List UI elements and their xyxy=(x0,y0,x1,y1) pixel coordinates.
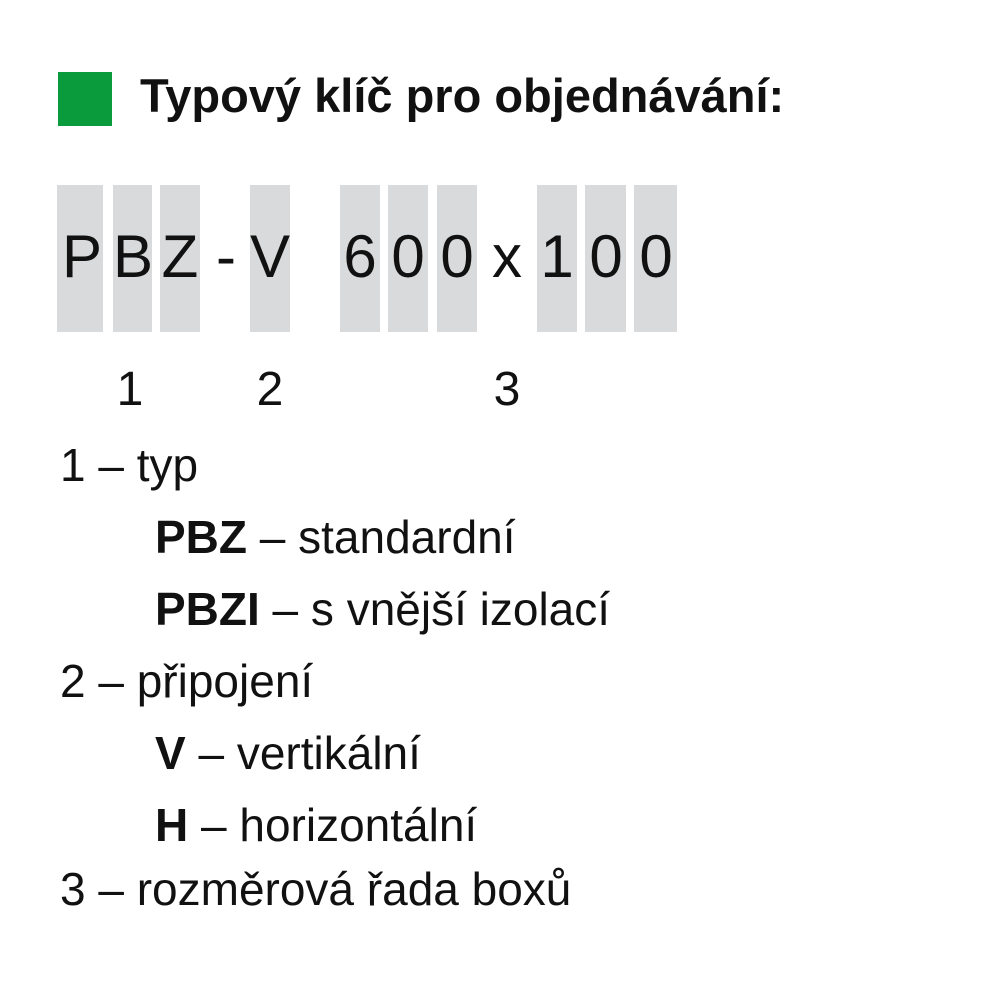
code-char: 0 xyxy=(589,223,623,290)
code-box xyxy=(634,185,677,332)
code-char: 6 xyxy=(343,223,377,290)
code-char: x xyxy=(492,223,522,290)
code-box xyxy=(340,185,380,332)
legend-line: 1 – typ xyxy=(60,439,199,491)
position-number: 2 xyxy=(256,363,284,416)
position-number: 1 xyxy=(116,363,144,416)
legend-line: H – horizontální xyxy=(155,799,478,851)
code-char: 0 xyxy=(391,223,425,290)
legend-line: PBZI – s vnější izolací xyxy=(155,583,611,635)
legend-line: 2 – připojení xyxy=(60,655,314,707)
code-box xyxy=(113,185,152,332)
code-box xyxy=(250,185,290,332)
code-char: - xyxy=(216,223,236,290)
code-box xyxy=(57,185,103,332)
code-char: B xyxy=(112,223,154,290)
code-char: 1 xyxy=(540,223,574,290)
code-box xyxy=(585,185,626,332)
legend-line: PBZ – standardní xyxy=(155,511,516,563)
code-box xyxy=(160,185,200,332)
code-char: Z xyxy=(161,223,199,290)
position-number: 3 xyxy=(493,363,521,416)
code-char: 0 xyxy=(639,223,673,290)
green-marker xyxy=(58,72,112,126)
code-box xyxy=(537,185,577,332)
code-char: 0 xyxy=(440,223,474,290)
code-char: P xyxy=(61,223,103,290)
code-box xyxy=(437,185,477,332)
legend-line: 3 – rozměrová řada boxů xyxy=(60,863,572,915)
page-title: Typový klíč pro objednávání: xyxy=(140,69,785,122)
code-char: V xyxy=(249,223,291,290)
code-box xyxy=(388,185,428,332)
legend-line: V – vertikální xyxy=(155,727,421,779)
